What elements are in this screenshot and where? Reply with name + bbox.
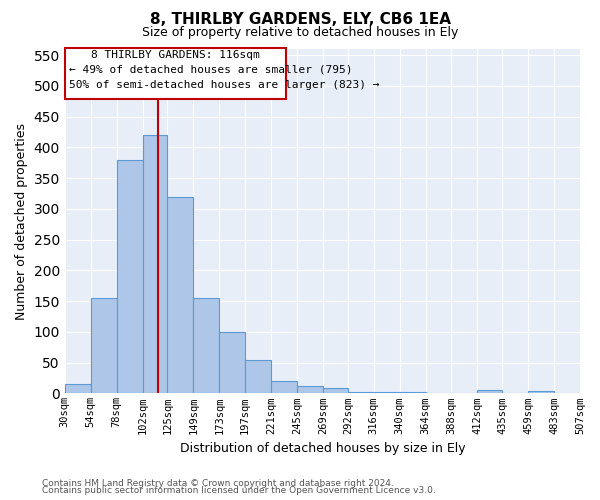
Bar — [245, 360, 271, 394]
Text: 8 THIRLBY GARDENS: 116sqm: 8 THIRLBY GARDENS: 116sqm — [91, 50, 260, 60]
Bar — [451, 393, 478, 394]
Bar — [425, 393, 451, 394]
Bar — [348, 392, 374, 394]
X-axis label: Distribution of detached houses by size in Ely: Distribution of detached houses by size … — [179, 442, 465, 455]
Bar — [528, 391, 554, 394]
Bar — [91, 298, 116, 394]
Bar — [478, 390, 502, 394]
Bar — [502, 393, 528, 394]
FancyBboxPatch shape — [65, 48, 286, 100]
Text: Size of property relative to detached houses in Ely: Size of property relative to detached ho… — [142, 26, 458, 39]
Bar — [143, 135, 167, 394]
Text: Contains HM Land Registry data © Crown copyright and database right 2024.: Contains HM Land Registry data © Crown c… — [42, 478, 394, 488]
Bar — [65, 384, 91, 394]
Text: Contains public sector information licensed under the Open Government Licence v3: Contains public sector information licen… — [42, 486, 436, 495]
Bar — [271, 381, 297, 394]
Bar — [554, 393, 580, 394]
Bar — [374, 392, 400, 394]
Text: 8, THIRLBY GARDENS, ELY, CB6 1EA: 8, THIRLBY GARDENS, ELY, CB6 1EA — [149, 12, 451, 28]
Bar — [116, 160, 143, 394]
Text: 50% of semi-detached houses are larger (823) →: 50% of semi-detached houses are larger (… — [69, 80, 380, 90]
Bar — [167, 196, 193, 394]
Bar — [219, 332, 245, 394]
Bar — [297, 386, 323, 394]
Y-axis label: Number of detached properties: Number of detached properties — [15, 122, 28, 320]
Bar — [193, 298, 219, 394]
Bar — [400, 392, 425, 394]
Bar — [323, 388, 348, 394]
Text: ← 49% of detached houses are smaller (795): ← 49% of detached houses are smaller (79… — [69, 65, 353, 75]
